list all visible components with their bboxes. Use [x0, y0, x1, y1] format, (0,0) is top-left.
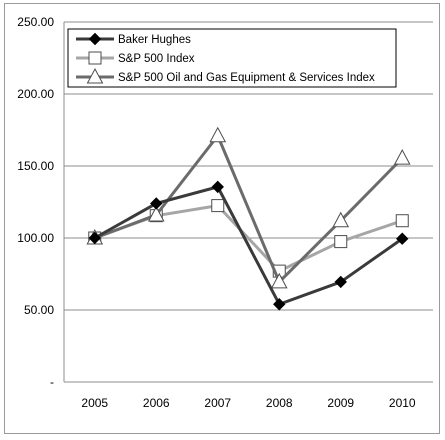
y-tick-label: -: [50, 375, 54, 389]
legend-item: Baker Hughes: [76, 32, 191, 46]
y-tick-label: 100.00: [17, 231, 54, 245]
data-point-diamond: [211, 180, 224, 194]
data-point-diamond: [150, 197, 163, 210]
legend: Baker Hughes S&P 500 Index S&P 500 Oil and…: [67, 28, 397, 88]
data-point-triangle: [332, 211, 350, 228]
legend-item: S&P 500 Index: [76, 51, 195, 65]
x-tick-label: 2005: [81, 396, 108, 410]
data-point-square: [211, 199, 225, 213]
x-tick-label: 2009: [327, 396, 354, 410]
data-point-diamond: [396, 232, 409, 245]
legend-box: [67, 28, 397, 88]
legend-label: Baker Hughes: [118, 34, 191, 46]
series-2: [86, 126, 411, 289]
series-line: [94, 134, 404, 284]
legend-label: S&P 500 Oil and Gas Equipment & Services…: [118, 72, 375, 84]
y-tick-label: 50.00: [24, 303, 54, 317]
data-point-diamond: [273, 298, 286, 311]
x-tick-label: 2008: [266, 396, 293, 410]
legend-marker-diamond: [88, 32, 102, 46]
series: [86, 126, 411, 311]
series-0: [88, 180, 409, 311]
axes: - 50.00 100.00 150.00 200.00 250.00 2005 2006 20…: [17, 15, 433, 410]
data-point-triangle: [209, 126, 227, 143]
y-tick-label: 150.00: [17, 159, 54, 173]
data-point-diamond: [88, 231, 101, 245]
legend-item: S&P 500 Oil and Gas Equipment & Services…: [76, 67, 375, 84]
x-tick-label: 2007: [204, 396, 231, 410]
legend-marker-square: [88, 51, 102, 65]
x-tick-label: 2010: [389, 396, 416, 410]
data-point-square: [334, 235, 348, 249]
data-point-triangle: [270, 272, 288, 289]
y-tick-label: 200.00: [17, 87, 54, 101]
legend-marker-triangle: [86, 67, 104, 84]
series-line: [94, 185, 404, 306]
data-point-triangle: [393, 149, 411, 165]
legend-label: S&P 500 Index: [118, 53, 195, 65]
y-tick-label: 250.00: [17, 15, 54, 29]
x-tick-label: 2006: [143, 396, 170, 410]
data-point-diamond: [334, 275, 347, 289]
data-point-square: [395, 214, 409, 228]
data-point-triangle: [147, 205, 165, 222]
